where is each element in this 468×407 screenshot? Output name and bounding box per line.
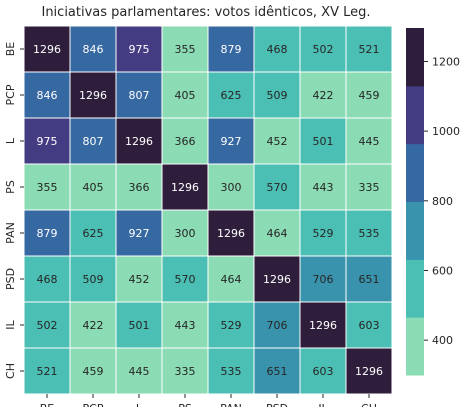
chart-title: Iniciativas parlamentares: votos idêntic… [41, 5, 370, 20]
cell-value-label: 445 [129, 365, 150, 378]
cell-value-label: 1296 [33, 43, 61, 56]
y-tick-label: IL [4, 319, 17, 329]
cell-value-label: 927 [129, 227, 150, 240]
cell-value-label: 1296 [79, 89, 107, 102]
colorbar-tick-label: 1000 [432, 125, 460, 138]
cell-value-label: 535 [221, 365, 242, 378]
cell-value-label: 422 [313, 89, 334, 102]
cell-value-label: 529 [221, 319, 242, 332]
cell-value-label: 509 [267, 89, 288, 102]
cell-value-label: 468 [37, 273, 58, 286]
cell-value-label: 603 [359, 319, 380, 332]
colorbar-segment [406, 259, 424, 317]
cell-value-label: 443 [175, 319, 196, 332]
colorbar-segment [406, 202, 424, 260]
cell-value-label: 1296 [309, 319, 337, 332]
cell-value-label: 445 [359, 135, 380, 148]
y-tick-label: PAN [4, 222, 17, 244]
cell-value-label: 927 [221, 135, 242, 148]
y-tick-label: L [4, 137, 17, 144]
heatmap-grid: 1296 846 975 355 879 468 502 521 846 1296 807 405 62… [24, 26, 392, 394]
cell-value-label: 501 [129, 319, 150, 332]
cell-value-label: 879 [221, 43, 242, 56]
cell-value-label: 509 [83, 273, 104, 286]
x-tick-label: PCP [83, 402, 104, 407]
cell-value-label: 807 [83, 135, 104, 148]
colorbar-segment [406, 28, 424, 86]
cell-value-label: 443 [313, 181, 334, 194]
cell-value-label: 535 [359, 227, 380, 240]
colorbar-tick-label: 800 [432, 195, 453, 208]
cell-value-label: 502 [37, 319, 58, 332]
cell-value-label: 464 [221, 273, 242, 286]
cell-value-label: 570 [175, 273, 196, 286]
cell-value-label: 879 [37, 227, 58, 240]
cell-value-label: 521 [37, 365, 58, 378]
y-tick-label: PCP [4, 84, 17, 105]
cell-value-label: 335 [175, 365, 196, 378]
cell-value-label: 975 [37, 135, 58, 148]
cell-value-label: 355 [175, 43, 196, 56]
cell-value-label: 452 [129, 273, 150, 286]
colorbar-segment [406, 144, 424, 202]
x-tick-label: CH [361, 402, 377, 407]
x-tick-label: L [136, 402, 143, 407]
cell-value-label: 335 [359, 181, 380, 194]
cell-value-label: 529 [313, 227, 334, 240]
y-tick-label: BE [4, 42, 17, 57]
cell-value-label: 422 [83, 319, 104, 332]
cell-value-label: 366 [175, 135, 196, 148]
cell-value-label: 405 [83, 181, 104, 194]
y-tick-label: CH [4, 363, 17, 379]
cell-value-label: 452 [267, 135, 288, 148]
y-axis-labels: BE PCP L PS PAN PSD IL CH [4, 42, 24, 379]
cell-value-label: 625 [221, 89, 242, 102]
cell-value-label: 975 [129, 43, 150, 56]
y-tick-label: PS [4, 180, 17, 194]
x-tick-label: PAN [220, 402, 242, 407]
cell-value-label: 625 [83, 227, 104, 240]
cell-value-label: 501 [313, 135, 334, 148]
cell-value-label: 464 [267, 227, 288, 240]
cell-value-label: 405 [175, 89, 196, 102]
cell-value-label: 706 [313, 273, 334, 286]
colorbar: 400 600 800 1000 1200 [406, 28, 460, 376]
colorbar-segment [406, 86, 424, 144]
x-tick-label: PS [178, 402, 192, 407]
cell-value-label: 1296 [125, 135, 153, 148]
cell-value-label: 459 [359, 89, 380, 102]
cell-value-label: 570 [267, 181, 288, 194]
cell-value-label: 1296 [355, 365, 383, 378]
colorbar-tick-label: 400 [432, 334, 453, 347]
cell-value-label: 846 [37, 89, 58, 102]
cell-value-label: 300 [221, 181, 242, 194]
cell-value-label: 651 [267, 365, 288, 378]
x-tick-label: BE [40, 402, 55, 407]
cell-value-label: 355 [37, 181, 58, 194]
cell-value-label: 300 [175, 227, 196, 240]
cell-value-label: 502 [313, 43, 334, 56]
cell-value-label: 1296 [263, 273, 291, 286]
colorbar-segment [406, 317, 424, 375]
cell-value-label: 366 [129, 181, 150, 194]
x-tick-label: IL [318, 402, 328, 407]
colorbar-tick-label: 1200 [432, 55, 460, 68]
cell-value-label: 521 [359, 43, 380, 56]
cell-value-label: 807 [129, 89, 150, 102]
cell-value-label: 846 [83, 43, 104, 56]
y-tick-label: PSD [4, 268, 17, 290]
cell-value-label: 651 [359, 273, 380, 286]
cell-value-label: 603 [313, 365, 334, 378]
colorbar-tick-label: 600 [432, 264, 453, 277]
cell-value-label: 468 [267, 43, 288, 56]
x-tick-label: PSD [266, 402, 288, 407]
cell-value-label: 1296 [217, 227, 245, 240]
x-axis-labels: BE PCP L PS PAN PSD IL CH [40, 394, 377, 407]
cell-value-label: 1296 [171, 181, 199, 194]
cell-value-label: 459 [83, 365, 104, 378]
cell-value-label: 706 [267, 319, 288, 332]
